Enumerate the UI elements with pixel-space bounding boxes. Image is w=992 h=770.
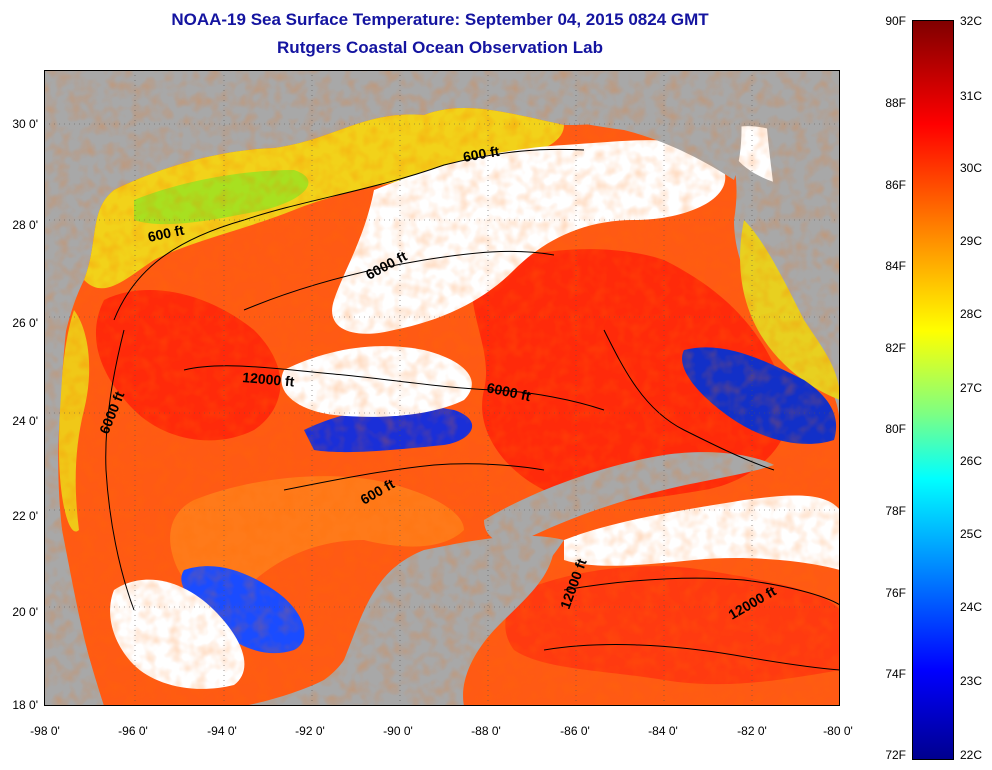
colorbar-label-c: 32C bbox=[960, 14, 983, 28]
bathymetry-contours bbox=[105, 148, 840, 671]
colorbar-label-c: 31C bbox=[960, 89, 983, 103]
contour-caribbean-2 bbox=[543, 644, 840, 671]
lon-label: -84 0' bbox=[648, 724, 678, 738]
lon-label: -92 0' bbox=[295, 724, 325, 738]
graticule bbox=[44, 70, 840, 706]
temperature-colorbar bbox=[912, 20, 954, 760]
contour-label-12000-west: 12000 ft bbox=[242, 369, 296, 390]
lon-label: -90 0' bbox=[383, 724, 413, 738]
colorbar-label-c: 29C bbox=[960, 234, 983, 248]
lon-label: -98 0' bbox=[30, 724, 60, 738]
colorbar-label-f: 74F bbox=[885, 667, 906, 681]
lon-label: -86 0' bbox=[560, 724, 590, 738]
lat-label: 30 0' bbox=[12, 117, 38, 131]
contour-label-600-nw: 600 ft bbox=[146, 222, 185, 245]
lon-label: -88 0' bbox=[471, 724, 501, 738]
colorbar-label-c: 28C bbox=[960, 307, 983, 321]
sst-map: 600 ft 600 ft 6000 ft 6000 ft 12000 ft 6… bbox=[44, 70, 840, 706]
contour-caribbean bbox=[563, 577, 840, 606]
lat-label: 26 0' bbox=[12, 316, 38, 330]
contour-600ft-south bbox=[283, 463, 545, 491]
lat-label: 24 0' bbox=[12, 414, 38, 428]
colorbar-label-c: 23C bbox=[960, 674, 983, 688]
map-title: NOAA-19 Sea Surface Temperature: Septemb… bbox=[171, 10, 709, 29]
colorbar-label-f: 88F bbox=[885, 96, 906, 110]
colorbar-label-c: 22C bbox=[960, 748, 983, 762]
contour-12000ft bbox=[183, 365, 605, 411]
lon-label: -82 0' bbox=[737, 724, 767, 738]
contour-6000ft-central bbox=[243, 250, 555, 311]
lon-label: -80 0' bbox=[823, 724, 853, 738]
colorbar-label-c: 30C bbox=[960, 161, 983, 175]
colorbar-label-f: 80F bbox=[885, 422, 906, 436]
sst-map-svg: 600 ft 600 ft 6000 ft 6000 ft 12000 ft 6… bbox=[44, 70, 840, 706]
contour-label-600-north: 600 ft bbox=[462, 143, 501, 165]
colorbar-label-c: 24C bbox=[960, 600, 983, 614]
lat-label: 20 0' bbox=[12, 605, 38, 619]
sst-texture bbox=[44, 70, 840, 706]
lat-label: 28 0' bbox=[12, 218, 38, 232]
colorbar-label-f: 72F bbox=[885, 748, 906, 762]
contour-6000ft-west bbox=[105, 329, 135, 611]
lon-label: -96 0' bbox=[118, 724, 148, 738]
map-subtitle: Rutgers Coastal Ocean Observation Lab bbox=[277, 38, 603, 57]
contour-east bbox=[603, 329, 775, 471]
colorbar-label-f: 78F bbox=[885, 504, 906, 518]
colorbar-label-f: 90F bbox=[885, 14, 906, 28]
colorbar-label-f: 84F bbox=[885, 259, 906, 273]
colorbar-label-c: 27C bbox=[960, 381, 983, 395]
lat-label: 18 0' bbox=[12, 698, 38, 712]
contour-600ft-north bbox=[113, 148, 585, 321]
lat-label: 22 0' bbox=[12, 509, 38, 523]
colorbar-label-f: 86F bbox=[885, 178, 906, 192]
colorbar-label-f: 82F bbox=[885, 341, 906, 355]
colorbar-label-f: 76F bbox=[885, 586, 906, 600]
colorbar-label-c: 26C bbox=[960, 454, 983, 468]
map-frame bbox=[44, 70, 840, 706]
lon-label: -94 0' bbox=[207, 724, 237, 738]
colorbar-label-c: 25C bbox=[960, 527, 983, 541]
